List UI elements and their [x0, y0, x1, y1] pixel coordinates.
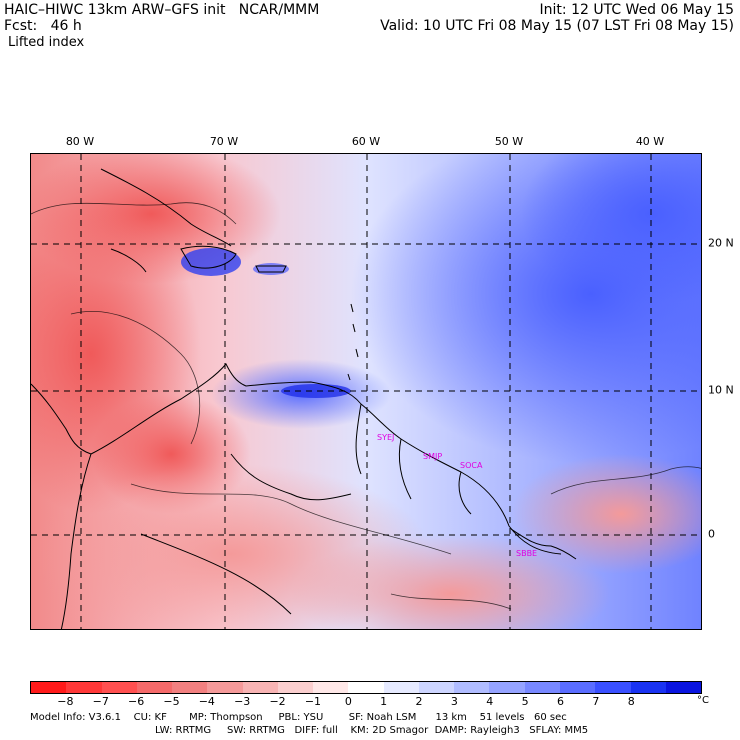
colorbar-tick-label: −8: [57, 695, 74, 708]
lon-label-70w: 70 W: [209, 135, 239, 148]
colorbar-cell: [277, 682, 314, 693]
field-name: Lifted index: [8, 35, 85, 50]
station-label-syej: SYEJ: [377, 433, 395, 442]
model-title: HAIC–HIWC 13km ARW–GFS init NCAR/MMM: [4, 2, 320, 18]
lat-label-20n: 20 N: [708, 236, 734, 250]
colorbar-cell: [595, 682, 631, 693]
colorbar-cell: [172, 682, 208, 693]
colorbar-cell: [489, 682, 525, 693]
lon-label-50w: 50 W: [494, 135, 524, 148]
station-label-smjp: SMJP: [423, 452, 443, 461]
li-contours: [31, 202, 701, 610]
map-canvas: [31, 154, 701, 629]
field-unstable-atlantic: [511, 454, 701, 574]
colorbar-tick-label: 3: [450, 695, 458, 708]
model-info-line1: Model Info: V3.6.1 CU: KF MP: Thompson P…: [30, 712, 567, 723]
colorbar-cell: [242, 682, 278, 693]
init-time: Init: 12 UTC Wed 06 May 15: [539, 2, 734, 18]
colorbar-cell: [665, 682, 702, 693]
lon-label-80w: 80 W: [65, 135, 95, 148]
colorbar-tick-label: −6: [127, 695, 145, 708]
colorbar-tick-label: −1: [304, 695, 322, 708]
colorbar-tick-label: −5: [163, 695, 180, 708]
colorbar-cell: [31, 682, 67, 693]
field-stable-puerto-rico: [253, 263, 289, 275]
lon-label-40w: 40 W: [635, 135, 665, 148]
field-stable-hispaniola: [181, 248, 241, 276]
colorbar-tick-label: 4: [486, 695, 494, 708]
colorbar-cell: [383, 682, 419, 693]
colorbar-tick-label: −4: [198, 695, 215, 708]
colorbar-tick-label: −7: [92, 695, 109, 708]
colorbar-tick-label: 2: [415, 695, 423, 708]
lat-label-10n: 10 N: [708, 383, 734, 397]
colorbar-cell: [524, 682, 560, 693]
colorbar-tick-label: 5: [521, 695, 529, 708]
colorbar-cell: [101, 682, 137, 693]
colorbar-cell: [348, 682, 384, 693]
lat-label-0: 0: [708, 527, 715, 541]
colorbar-tick-label: 8: [627, 695, 635, 708]
colorbar-tick-label: −3: [234, 695, 251, 708]
colorbar-tick-label: 1: [380, 695, 388, 708]
colorbar-cell: [630, 682, 666, 693]
colorbar-cell: [207, 682, 243, 693]
colorbar-cell: [454, 682, 490, 693]
colorbar-tick-label: −2: [269, 695, 286, 708]
model-info-line2: LW: RRTMG SW: RRTMG DIFF: full KM: 2D Sm…: [155, 725, 589, 736]
colorbar-cell: [66, 682, 102, 693]
station-label-sbbe: SBBE: [516, 549, 538, 558]
colorbar-tick-label: 0: [344, 695, 352, 708]
colorbar-unit: °C: [697, 695, 709, 706]
colorbar-cell: [418, 682, 455, 693]
colorbar-cell: [136, 682, 173, 693]
colorbar: [30, 681, 702, 694]
colorbar-tick-label: 6: [557, 695, 565, 708]
colorbar-cell: [313, 682, 349, 693]
lon-label-60w: 60 W: [351, 135, 381, 148]
coastlines: [31, 168, 577, 629]
field-stable-northeast: [521, 154, 701, 304]
colorbar-cell: [559, 682, 596, 693]
valid-time: Valid: 10 UTC Fri 08 May 15 (07 LST Fri …: [380, 18, 734, 34]
field-unstable-south: [291, 534, 611, 629]
colorbar-tick-label: 7: [592, 695, 600, 708]
forecast-hour: Fcst: 46 h: [4, 18, 82, 34]
station-label-soca: SOCA: [460, 461, 483, 470]
lifted-index-map: [30, 153, 702, 630]
